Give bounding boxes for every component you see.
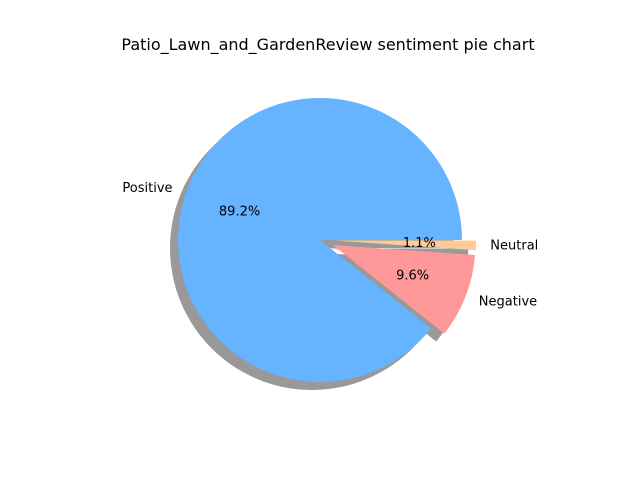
chart-title: Patio_Lawn_and_GardenReview sentiment pi… (121, 35, 534, 55)
category-label-positive: Positive (122, 181, 172, 196)
slice-positive (177, 97, 463, 382)
pie-labels: Positive 89.2% Negative 9.6% Neutral 1.1% (122, 181, 538, 309)
category-label-negative: Negative (479, 294, 537, 309)
percent-label-negative: 9.6% (396, 269, 429, 284)
percent-label-neutral: 1.1% (403, 236, 436, 251)
percent-label-positive: 89.2% (219, 204, 260, 219)
category-label-neutral: Neutral (490, 238, 538, 253)
slice-neutral (334, 240, 477, 251)
slice-negative (333, 245, 475, 334)
pie-slices (177, 97, 477, 382)
